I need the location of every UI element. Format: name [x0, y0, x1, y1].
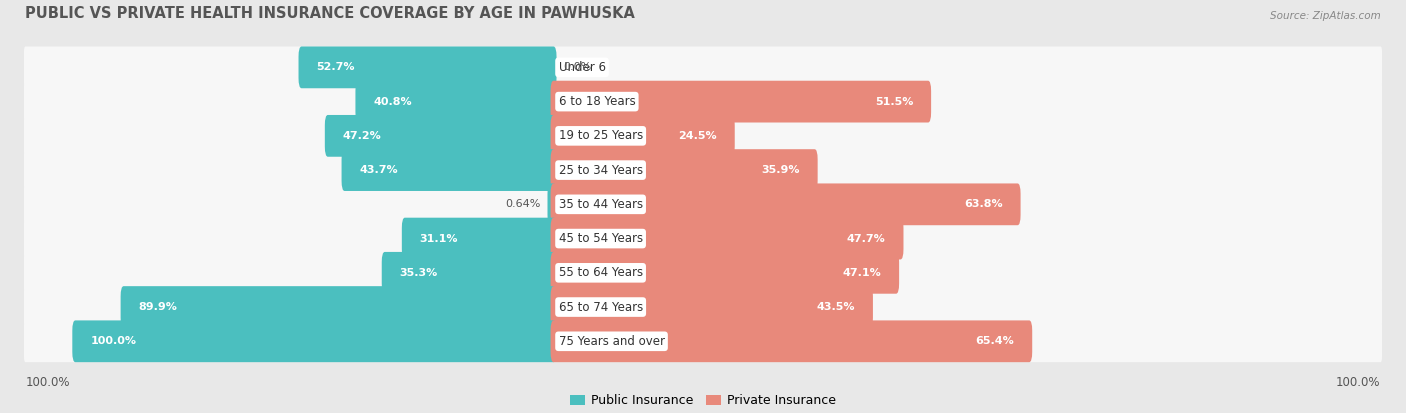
FancyBboxPatch shape — [24, 81, 1382, 123]
FancyBboxPatch shape — [551, 218, 904, 259]
Text: 47.7%: 47.7% — [846, 234, 886, 244]
Text: Source: ZipAtlas.com: Source: ZipAtlas.com — [1270, 11, 1381, 21]
FancyBboxPatch shape — [551, 183, 1021, 225]
Text: 0.64%: 0.64% — [505, 199, 540, 209]
Legend: Public Insurance, Private Insurance: Public Insurance, Private Insurance — [565, 389, 841, 413]
FancyBboxPatch shape — [24, 149, 1382, 191]
Text: PUBLIC VS PRIVATE HEALTH INSURANCE COVERAGE BY AGE IN PAWHUSKA: PUBLIC VS PRIVATE HEALTH INSURANCE COVER… — [25, 6, 636, 21]
FancyBboxPatch shape — [24, 218, 1382, 259]
FancyBboxPatch shape — [24, 252, 1382, 294]
FancyBboxPatch shape — [551, 252, 898, 294]
FancyBboxPatch shape — [551, 81, 931, 123]
FancyBboxPatch shape — [382, 252, 557, 294]
Text: 65 to 74 Years: 65 to 74 Years — [558, 301, 643, 313]
Text: 100.0%: 100.0% — [1336, 375, 1381, 389]
Text: 89.9%: 89.9% — [139, 302, 177, 312]
FancyBboxPatch shape — [342, 149, 557, 191]
FancyBboxPatch shape — [24, 286, 1382, 328]
Text: 100.0%: 100.0% — [25, 375, 70, 389]
Text: 35.9%: 35.9% — [761, 165, 800, 175]
FancyBboxPatch shape — [298, 47, 557, 88]
FancyBboxPatch shape — [325, 115, 557, 157]
Text: 63.8%: 63.8% — [965, 199, 1002, 209]
Text: 0.0%: 0.0% — [564, 62, 592, 72]
Text: 19 to 25 Years: 19 to 25 Years — [558, 129, 643, 142]
FancyBboxPatch shape — [356, 81, 557, 123]
Text: 47.1%: 47.1% — [842, 268, 882, 278]
Text: 6 to 18 Years: 6 to 18 Years — [558, 95, 636, 108]
Text: 52.7%: 52.7% — [316, 62, 354, 72]
FancyBboxPatch shape — [551, 115, 735, 157]
FancyBboxPatch shape — [551, 149, 818, 191]
FancyBboxPatch shape — [551, 286, 873, 328]
Text: 40.8%: 40.8% — [374, 97, 412, 107]
FancyBboxPatch shape — [121, 286, 557, 328]
FancyBboxPatch shape — [547, 183, 557, 225]
Text: 75 Years and over: 75 Years and over — [558, 335, 665, 348]
Text: 55 to 64 Years: 55 to 64 Years — [558, 266, 643, 279]
Text: 43.7%: 43.7% — [360, 165, 398, 175]
Text: 31.1%: 31.1% — [420, 234, 458, 244]
Text: Under 6: Under 6 — [558, 61, 606, 74]
Text: 25 to 34 Years: 25 to 34 Years — [558, 164, 643, 177]
FancyBboxPatch shape — [402, 218, 557, 259]
FancyBboxPatch shape — [24, 320, 1382, 362]
Text: 35 to 44 Years: 35 to 44 Years — [558, 198, 643, 211]
FancyBboxPatch shape — [24, 183, 1382, 225]
Text: 100.0%: 100.0% — [90, 336, 136, 346]
FancyBboxPatch shape — [551, 320, 1032, 362]
FancyBboxPatch shape — [24, 115, 1382, 157]
Text: 47.2%: 47.2% — [343, 131, 381, 141]
Text: 24.5%: 24.5% — [678, 131, 717, 141]
Text: 65.4%: 65.4% — [976, 336, 1014, 346]
FancyBboxPatch shape — [24, 47, 1382, 88]
FancyBboxPatch shape — [72, 320, 557, 362]
Text: 51.5%: 51.5% — [875, 97, 912, 107]
Text: 43.5%: 43.5% — [817, 302, 855, 312]
Text: 45 to 54 Years: 45 to 54 Years — [558, 232, 643, 245]
Text: 35.3%: 35.3% — [399, 268, 437, 278]
